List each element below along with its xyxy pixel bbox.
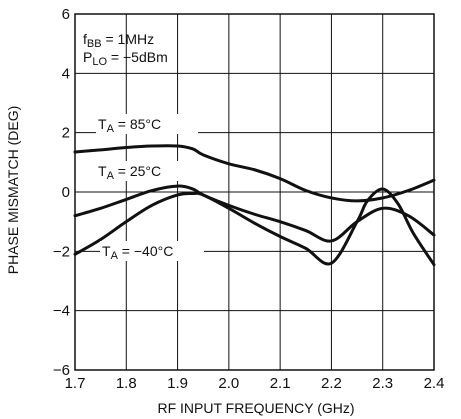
svg-text:TA = −40°C: TA = −40°C — [102, 243, 173, 262]
y-tick-labels: −6 −4 −2 0 2 4 6 — [53, 6, 70, 379]
curve-label-25c: TA = 25°C — [96, 161, 198, 182]
x-tick-label: 2.2 — [321, 375, 342, 392]
x-tick-label: 2.3 — [372, 375, 393, 392]
condition-plo: PLO = −5dBm — [83, 49, 168, 68]
x-tick-label: 1.9 — [167, 375, 188, 392]
x-tick-labels: 1.7 1.8 1.9 2.0 2.1 2.2 2.3 2.4 — [65, 375, 445, 392]
x-tick-label: 2.0 — [218, 375, 239, 392]
y-tick-label: −6 — [53, 362, 70, 379]
y-tick-label: −2 — [53, 243, 70, 260]
curves — [73, 144, 436, 267]
x-tick-label: 1.8 — [116, 375, 137, 392]
x-tick-label: 2.1 — [270, 375, 291, 392]
x-tick-label: 2.4 — [424, 375, 445, 392]
condition-fbb: fBB = 1MHz — [83, 31, 154, 50]
plot-frame — [74, 13, 435, 371]
svg-text:TA = 25°C: TA = 25°C — [98, 163, 161, 182]
svg-text:TA = 85°C: TA = 85°C — [98, 116, 161, 135]
y-tick-label: 2 — [62, 125, 70, 142]
y-tick-label: 6 — [62, 6, 70, 23]
y-tick-label: 4 — [62, 65, 70, 82]
x-tick-label: 1.7 — [65, 375, 86, 392]
curve-label-85c: TA = 85°C — [96, 114, 198, 135]
series-line-minus40c — [73, 187, 436, 267]
series-line-25c — [73, 184, 436, 243]
y-tick-label: 0 — [62, 184, 70, 201]
curve-label-minus40c: TA = −40°C — [100, 241, 204, 262]
y-axis-label: PHASE MISMATCH (DEG) — [5, 106, 21, 275]
x-axis-label: RF INPUT FREQUENCY (GHz) — [157, 400, 354, 416]
grid — [74, 13, 435, 371]
y-tick-label: −4 — [53, 303, 70, 320]
